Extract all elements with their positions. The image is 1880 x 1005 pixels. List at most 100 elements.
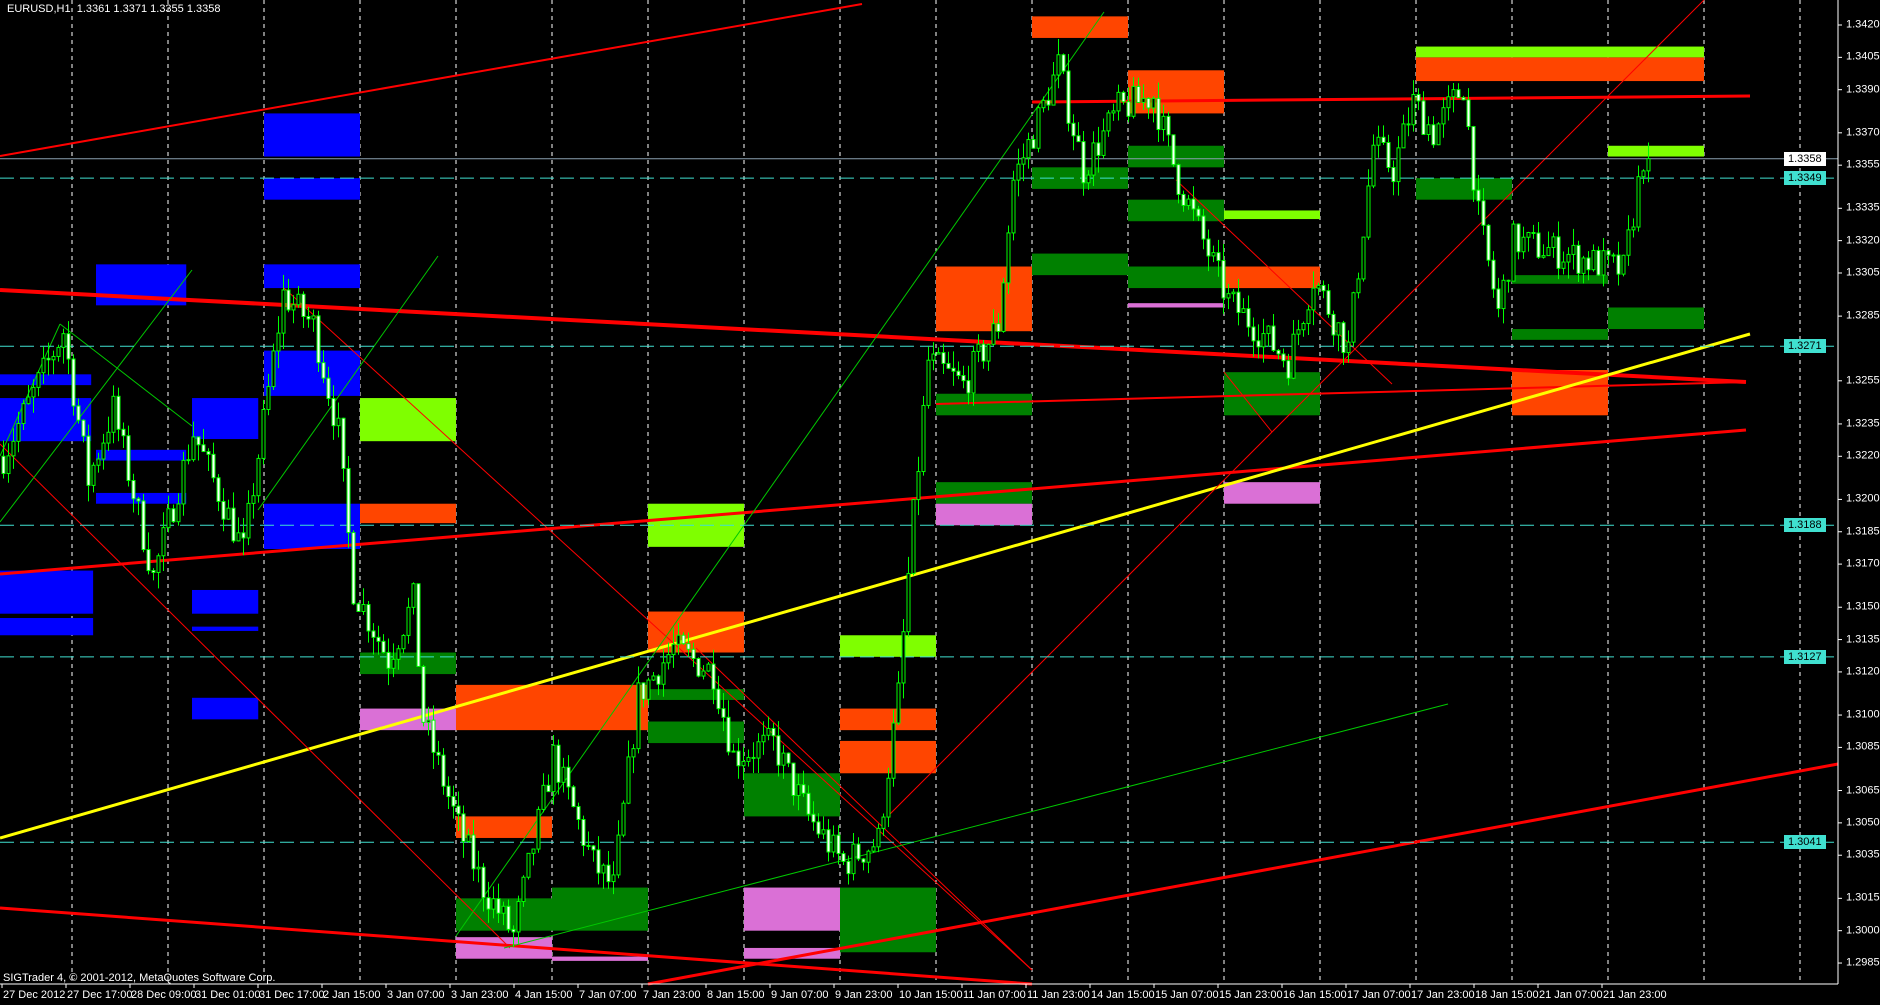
blue-zone-rect — [192, 398, 259, 440]
candle — [31, 379, 36, 413]
candle — [911, 498, 916, 576]
channel-line[interactable] — [0, 3, 863, 157]
candle — [1256, 324, 1261, 359]
demand-rect — [1608, 307, 1704, 330]
candle — [586, 831, 591, 851]
candle — [176, 493, 181, 526]
thin-trendline[interactable] — [1223, 371, 1273, 433]
candle — [301, 291, 306, 328]
time-tick-label: 16 Jan 15:00 — [1283, 989, 1347, 1001]
time-tick-label: 31 Dec 01:00 — [195, 989, 261, 1001]
candle — [1251, 317, 1256, 357]
candle — [996, 313, 1001, 339]
candle — [1571, 228, 1576, 270]
candle — [1426, 116, 1431, 142]
thin-trendline[interactable] — [887, 0, 1705, 817]
candle — [1506, 279, 1511, 293]
candle — [816, 813, 821, 839]
time-tick-label: 21 Jan 23:00 — [1603, 989, 1667, 1001]
candle — [1491, 251, 1496, 298]
candle — [1171, 134, 1176, 167]
candle — [1166, 111, 1171, 147]
candle — [1326, 283, 1331, 318]
level-price-label: 1.3271 — [1784, 339, 1826, 354]
candle — [461, 805, 466, 858]
candle — [1496, 277, 1501, 318]
channel-line[interactable] — [0, 906, 1033, 986]
candle — [151, 568, 156, 581]
candle — [1236, 278, 1241, 326]
candle — [1071, 114, 1076, 151]
blue-zone-rect — [0, 618, 94, 636]
candle — [1296, 319, 1301, 346]
candle — [401, 634, 406, 654]
candle — [1501, 274, 1506, 324]
candle — [241, 517, 246, 556]
time-tick-label: 10 Jan 15:00 — [899, 989, 963, 1001]
demand-rect — [1128, 199, 1224, 222]
candle — [86, 424, 91, 502]
candle — [1131, 77, 1136, 119]
candle — [1281, 348, 1286, 368]
green-trendline[interactable] — [0, 269, 193, 523]
candle — [716, 675, 721, 715]
candle — [1091, 131, 1096, 186]
candle — [631, 744, 636, 774]
candle — [966, 365, 971, 405]
candle — [66, 321, 71, 375]
time-tick-label: 2 Jan 15:00 — [323, 989, 381, 1001]
thin-trendline[interactable] — [695, 647, 1033, 971]
candle — [681, 632, 686, 645]
candle — [821, 816, 826, 840]
price-tick-label: 1.3050 — [1846, 816, 1880, 829]
channel-line[interactable] — [0, 288, 1747, 384]
candle — [1361, 236, 1366, 282]
channel-line[interactable] — [0, 428, 1747, 576]
time-tick-label: 27 Dec 17:00 — [67, 989, 133, 1001]
candle — [641, 682, 646, 708]
blue-zone-rect — [0, 398, 92, 442]
candle — [601, 863, 606, 889]
candle — [1181, 190, 1186, 212]
thin-trendline[interactable] — [283, 287, 1033, 971]
candle — [1626, 215, 1631, 266]
time-tick-label: 27 Dec 2012 — [3, 989, 66, 1001]
candle — [326, 366, 331, 406]
candle — [876, 823, 881, 853]
candle — [251, 483, 256, 519]
candle — [1381, 125, 1386, 146]
channel-line[interactable] — [647, 762, 1839, 986]
candle — [261, 399, 266, 465]
green-trendline[interactable] — [59, 323, 193, 427]
candle — [1036, 105, 1041, 153]
candle — [1206, 229, 1211, 272]
candle — [981, 339, 986, 369]
candle — [51, 350, 56, 375]
weak-demand-rect — [1608, 145, 1704, 157]
thin-trendline[interactable] — [0, 443, 511, 949]
candle — [46, 342, 51, 376]
time-tick-label: 4 Jan 15:00 — [515, 989, 573, 1001]
candle — [1531, 224, 1536, 239]
candle — [1621, 254, 1626, 277]
candle — [991, 309, 996, 346]
candle — [761, 721, 766, 755]
supply-rect — [840, 708, 936, 731]
candle — [371, 623, 376, 655]
thin-trendline[interactable] — [1175, 179, 1393, 385]
weak-demand-rect — [1416, 46, 1704, 58]
green-trendline[interactable] — [257, 255, 439, 511]
supply-rect — [1032, 16, 1128, 38]
candle — [76, 398, 81, 424]
candle — [1601, 238, 1606, 287]
candle — [556, 739, 561, 795]
demand-rect — [648, 689, 744, 700]
candle — [886, 767, 891, 828]
green-trendline[interactable] — [503, 703, 1449, 949]
candle — [391, 643, 396, 678]
support-line[interactable] — [935, 381, 1747, 405]
candle — [526, 852, 531, 880]
trendlines[interactable] — [0, 0, 1839, 986]
yellow-trendline[interactable] — [0, 332, 1751, 840]
